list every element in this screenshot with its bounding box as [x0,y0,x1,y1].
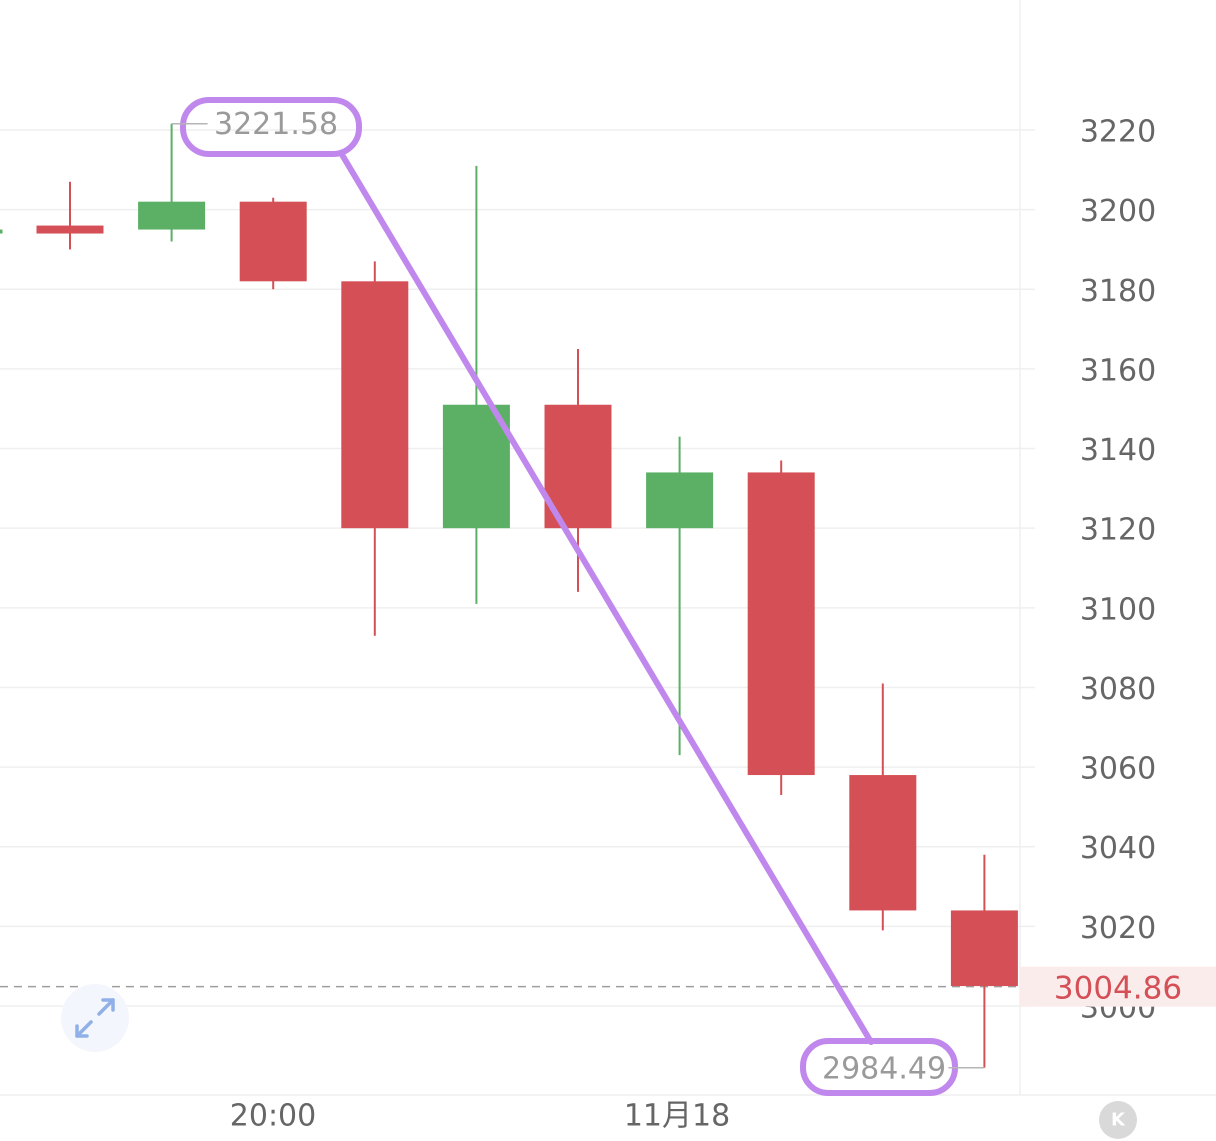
k-logo-icon: K [1099,1101,1137,1139]
grid-lines [0,0,1216,1096]
brand-letter: K [1111,1110,1126,1131]
high-low-connector [338,150,874,1045]
y-tick-label: 3200 [1080,194,1156,229]
candle-body [747,472,815,776]
last-price-line: 3004.86 [0,966,1216,1007]
candle [849,683,917,931]
price-annotations: 3221.58 2984.49 [171,107,985,1086]
last-price-label: 3004.86 [1054,971,1182,1007]
candle [0,229,3,234]
high-low-highlight [180,97,958,1096]
candle [747,460,815,795]
candle-body [138,201,206,230]
high-highlight-box [180,97,362,157]
y-axis: 3220 3200 3180 3160 3140 3120 3100 3080 3060 3040… [1080,115,1156,1026]
x-tick-label: 11月18 [624,1099,730,1134]
x-tick-label: 20:00 [230,1099,316,1134]
candle-body [341,281,409,529]
high-price-annotation: 3221.58 [214,107,338,142]
y-tick-label: 3040 [1080,831,1156,866]
y-tick-label: 3180 [1080,274,1156,309]
candle-body [0,229,3,234]
candle [341,261,409,636]
low-highlight-box [800,1038,958,1096]
candle [36,181,104,250]
candle-body [849,775,917,911]
y-tick-label: 3020 [1080,911,1156,946]
y-tick-label: 3140 [1080,433,1156,468]
candle [239,197,307,290]
y-tick-label: 3120 [1080,513,1156,548]
candle [950,854,1018,1068]
candle-body [950,910,1018,987]
low-price-annotation: 2984.49 [822,1051,946,1086]
candle [646,436,714,756]
candle-body [36,225,104,234]
expand-arrows-icon[interactable] [61,984,129,1052]
y-tick-label: 3160 [1080,353,1156,388]
x-axis: 20:00 11月18 [230,1099,730,1134]
y-tick-label: 3060 [1080,752,1156,787]
candle-body [646,472,714,529]
candle [138,123,206,242]
last-price-label-bg [1020,966,1216,1007]
y-tick-label: 3080 [1080,672,1156,707]
candle-body [442,404,510,529]
candle-body [239,201,307,282]
y-tick-label: 3100 [1080,592,1156,627]
candles [0,123,1018,1068]
y-tick-label: 3220 [1080,115,1156,150]
